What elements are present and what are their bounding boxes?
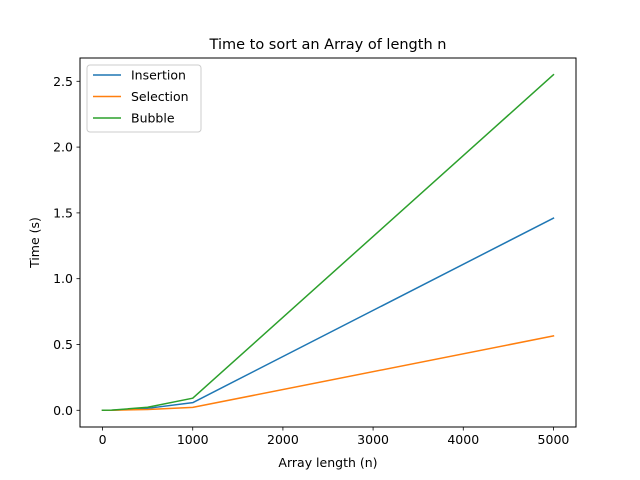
x-tick-label: 4000 xyxy=(447,432,479,447)
x-axis-label: Array length (n) xyxy=(278,455,377,470)
legend: Insertion Selection Bubble xyxy=(86,64,202,133)
x-tick-label: 5000 xyxy=(538,432,570,447)
x-tick-label: 3000 xyxy=(357,432,389,447)
x-tick-label: 1000 xyxy=(177,432,209,447)
y-tick-label: 1.5 xyxy=(53,205,73,220)
x-tick-label: 0 xyxy=(99,432,107,447)
x-tick-label: 2000 xyxy=(267,432,299,447)
series-line-bubble xyxy=(101,73,555,412)
series-line-selection xyxy=(101,335,555,412)
legend-label-bubble: Bubble xyxy=(131,111,175,126)
legend-box xyxy=(86,64,202,133)
y-tick-label: 0.0 xyxy=(53,403,73,418)
plot-layer xyxy=(101,73,555,412)
y-tick-label: 2.0 xyxy=(53,140,73,155)
legend-label-insertion: Insertion xyxy=(131,68,186,83)
x-axis: 0 1000 2000 3000 4000 5000 xyxy=(99,427,570,447)
legend-label-selection: Selection xyxy=(131,89,189,104)
plot-frame xyxy=(79,57,577,428)
y-tick-label: 1.0 xyxy=(53,271,73,286)
y-tick-label: 0.5 xyxy=(53,337,73,352)
y-tick-label: 2.5 xyxy=(53,74,73,89)
series-line-insertion xyxy=(101,217,555,412)
y-axis: 0.0 0.5 1.0 1.5 2.0 2.5 xyxy=(53,74,80,418)
chart-title: Time to sort an Array of length n xyxy=(209,37,447,53)
y-axis-label: Time (s) xyxy=(27,217,42,269)
